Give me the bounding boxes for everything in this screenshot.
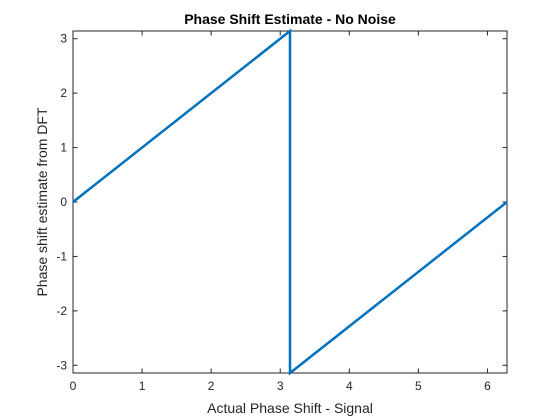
x-tick-label: 4 bbox=[346, 379, 353, 393]
y-axis-title: Phase shift estimate from DFT bbox=[34, 107, 50, 297]
y-tick-label: -2 bbox=[56, 304, 67, 318]
x-axis-title: Actual Phase Shift - Signal bbox=[207, 400, 373, 416]
x-tick-label: 6 bbox=[484, 379, 491, 393]
y-tick-label: 0 bbox=[60, 195, 67, 209]
y-tick-label: -1 bbox=[56, 249, 67, 263]
y-tick-label: 3 bbox=[60, 32, 67, 46]
plot-layer: 0 1 2 3 4 5 6 -3 -2 -1 0 1 2 3 bbox=[56, 28, 508, 393]
x-tick-label: 5 bbox=[415, 379, 422, 393]
x-tick-label: 0 bbox=[70, 379, 77, 393]
x-tick-label: 2 bbox=[208, 379, 215, 393]
x-tick-label: 3 bbox=[277, 379, 284, 393]
chart-title: Phase Shift Estimate - No Noise bbox=[184, 11, 396, 27]
y-tick-label: 2 bbox=[60, 86, 67, 100]
x-tick-label: 1 bbox=[139, 379, 146, 393]
y-tick-label: 1 bbox=[60, 141, 67, 155]
series-line-0 bbox=[72, 28, 508, 376]
y-tick-label: -3 bbox=[56, 358, 67, 372]
